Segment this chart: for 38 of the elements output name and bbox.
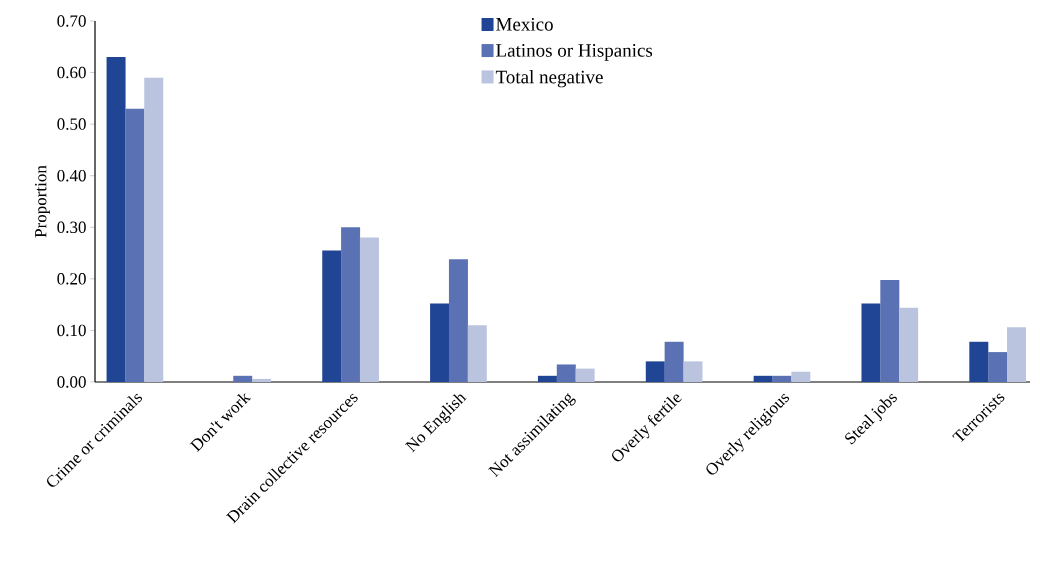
y-tick-label: 0.10 (57, 324, 86, 337)
y-tick-label: 0.30 (57, 221, 86, 234)
bar (359, 237, 379, 382)
bar (969, 341, 989, 382)
bar (341, 227, 361, 382)
legend-label: Mexico (496, 17, 553, 31)
bar (252, 378, 272, 382)
bar (575, 368, 595, 382)
legend-label: Latinos or Hispanics (496, 44, 653, 61)
bar (322, 250, 342, 382)
bar (683, 361, 703, 382)
bar (861, 303, 881, 382)
y-tick-label: 0.70 (57, 15, 86, 27)
bar (556, 364, 576, 382)
bar (430, 303, 450, 382)
bar (880, 279, 900, 382)
bar (791, 371, 811, 382)
bar (125, 108, 145, 382)
bar (537, 375, 557, 382)
bar (899, 307, 919, 382)
bar (448, 259, 468, 382)
bar (772, 375, 792, 382)
bar (144, 77, 164, 382)
bar (1007, 327, 1026, 382)
y-axis-title: Proportion (35, 165, 50, 238)
y-tick-label: 0.40 (57, 169, 86, 182)
bar (664, 341, 684, 382)
bar (106, 57, 126, 382)
y-tick-label: 0.50 (57, 118, 86, 130)
y-tick-label: 0.00 (57, 376, 86, 388)
y-tick-label: 0.20 (57, 273, 86, 285)
legend-label: Total negative (495, 70, 603, 88)
bar (753, 375, 773, 382)
bar (645, 361, 665, 382)
y-tick-label: 0.60 (57, 66, 86, 79)
bar (467, 325, 487, 382)
bar (988, 352, 1008, 382)
bar (233, 375, 253, 382)
